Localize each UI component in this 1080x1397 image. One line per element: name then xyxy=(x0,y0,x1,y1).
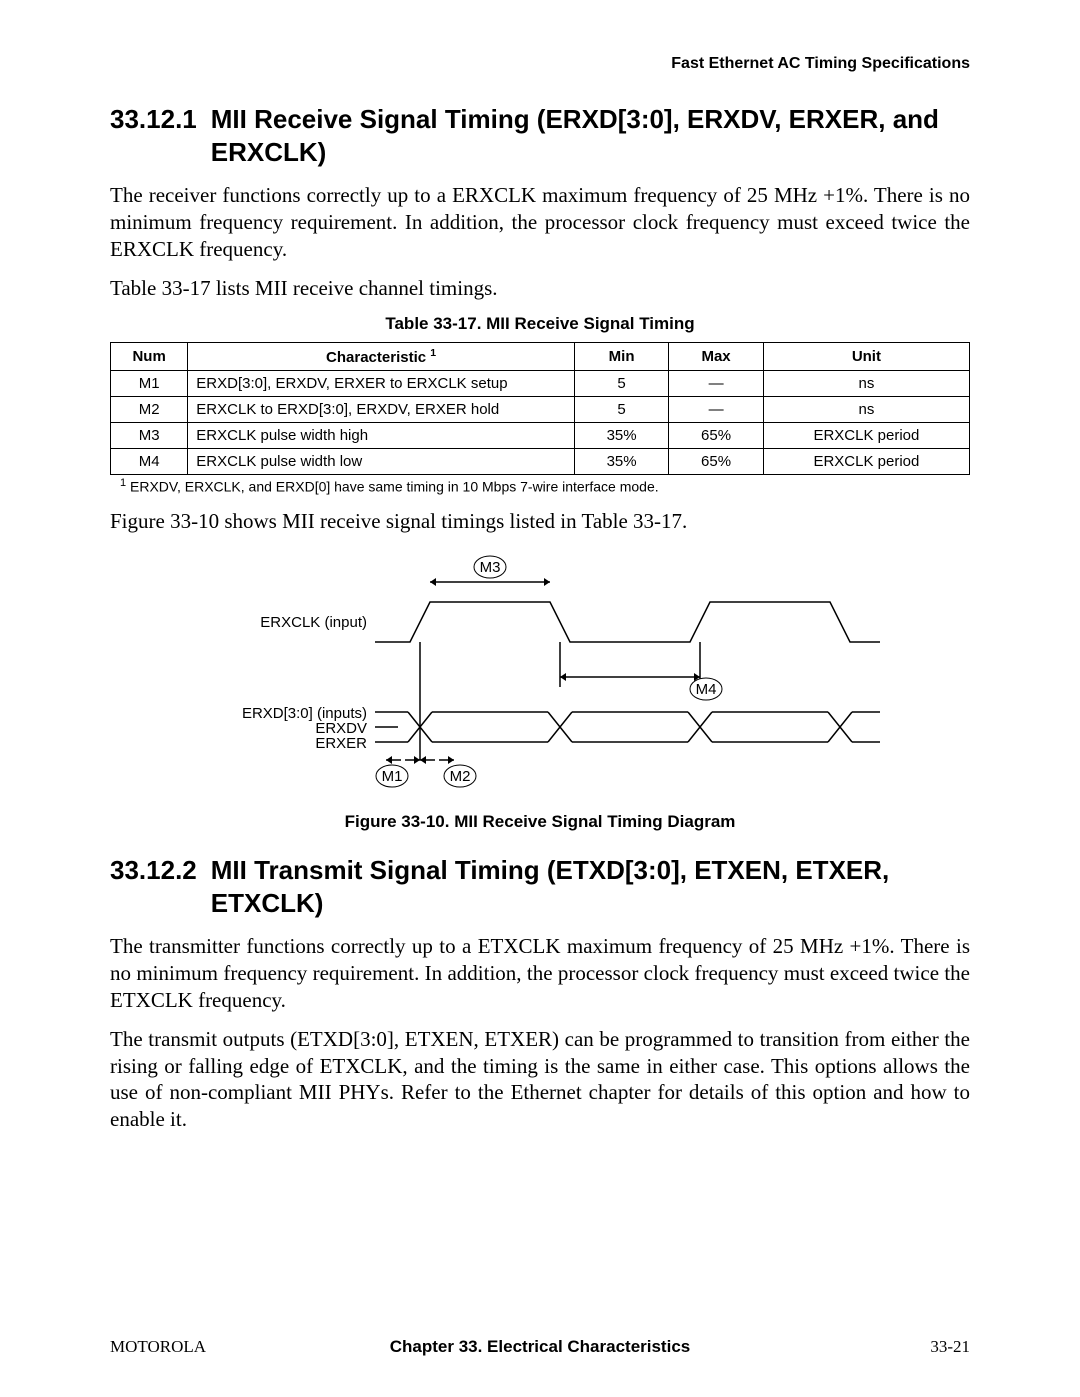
table-cell: ERXCLK to ERXD[3:0], ERXDV, ERXER hold xyxy=(188,396,575,422)
table-header-cell: Num xyxy=(111,342,188,370)
table-cell: — xyxy=(669,370,763,396)
table-cell: ERXCLK pulse width low xyxy=(188,448,575,474)
table-body: M1ERXD[3:0], ERXDV, ERXER to ERXCLK setu… xyxy=(111,370,970,474)
svg-text:M3: M3 xyxy=(480,559,501,576)
table-cell: M1 xyxy=(111,370,188,396)
table-cell: ERXCLK period xyxy=(763,422,969,448)
footnote-marker: 1 xyxy=(120,477,126,489)
page-footer: MOTOROLA Chapter 33. Electrical Characte… xyxy=(110,1337,970,1357)
paragraph: Figure 33-10 shows MII receive signal ti… xyxy=(110,508,970,535)
timing-table: NumCharacteristic 1MinMaxUnit M1ERXD[3:0… xyxy=(110,342,970,475)
footer-center: Chapter 33. Electrical Characteristics xyxy=(110,1337,970,1357)
section-heading-1: 33.12.1 MII Receive Signal Timing (ERXD[… xyxy=(110,103,970,168)
table-cell: ERXCLK period xyxy=(763,448,969,474)
page: Fast Ethernet AC Timing Specifications 3… xyxy=(0,0,1080,1397)
table-header-cell: Unit xyxy=(763,342,969,370)
table-row: M3ERXCLK pulse width high35%65%ERXCLK pe… xyxy=(111,422,970,448)
table-header-cell: Min xyxy=(574,342,668,370)
svg-text:M2: M2 xyxy=(450,768,471,785)
svg-text:ERXER: ERXER xyxy=(315,735,367,752)
table-row: M4ERXCLK pulse width low35%65%ERXCLK per… xyxy=(111,448,970,474)
table-cell: — xyxy=(669,396,763,422)
paragraph: The transmitter functions correctly up t… xyxy=(110,933,970,1014)
paragraph: The transmit outputs (ETXD[3:0], ETXEN, … xyxy=(110,1026,970,1134)
table-row: M2ERXCLK to ERXD[3:0], ERXDV, ERXER hold… xyxy=(111,396,970,422)
timing-diagram: ERXCLK (input)M3M4ERXD[3:0] (inputs)ERXD… xyxy=(110,547,970,802)
table-cell: 65% xyxy=(669,422,763,448)
table-cell: 65% xyxy=(669,448,763,474)
table-head-row: NumCharacteristic 1MinMaxUnit xyxy=(111,342,970,370)
table-cell: ns xyxy=(763,370,969,396)
svg-text:M4: M4 xyxy=(696,681,717,698)
table-footnote: 1 ERXDV, ERXCLK, and ERXD[0] have same t… xyxy=(120,477,970,495)
table-cell: ERXD[3:0], ERXDV, ERXER to ERXCLK setup xyxy=(188,370,575,396)
footnote-text: ERXDV, ERXCLK, and ERXD[0] have same tim… xyxy=(130,478,659,494)
table-cell: 35% xyxy=(574,422,668,448)
section-number: 33.12.2 xyxy=(110,854,211,919)
section-title: MII Receive Signal Timing (ERXD[3:0], ER… xyxy=(211,103,970,168)
table-header-cell: Max xyxy=(669,342,763,370)
table-cell: ns xyxy=(763,396,969,422)
table-cell: M2 xyxy=(111,396,188,422)
figure-caption: Figure 33-10. MII Receive Signal Timing … xyxy=(110,812,970,832)
svg-text:ERXCLK (input): ERXCLK (input) xyxy=(260,614,367,631)
table-cell: 5 xyxy=(574,370,668,396)
paragraph: Table 33-17 lists MII receive channel ti… xyxy=(110,275,970,302)
table-cell: M3 xyxy=(111,422,188,448)
paragraph: The receiver functions correctly up to a… xyxy=(110,182,970,263)
section-title: MII Transmit Signal Timing (ETXD[3:0], E… xyxy=(211,854,970,919)
table-cell: M4 xyxy=(111,448,188,474)
table-cell: 35% xyxy=(574,448,668,474)
running-header: Fast Ethernet AC Timing Specifications xyxy=(110,55,970,73)
section-number: 33.12.1 xyxy=(110,103,211,168)
table-cell: 5 xyxy=(574,396,668,422)
table-row: M1ERXD[3:0], ERXDV, ERXER to ERXCLK setu… xyxy=(111,370,970,396)
section-heading-2: 33.12.2 MII Transmit Signal Timing (ETXD… xyxy=(110,854,970,919)
svg-text:M1: M1 xyxy=(382,768,403,785)
table-cell: ERXCLK pulse width high xyxy=(188,422,575,448)
table-caption: Table 33-17. MII Receive Signal Timing xyxy=(110,314,970,334)
timing-svg: ERXCLK (input)M3M4ERXD[3:0] (inputs)ERXD… xyxy=(180,547,900,797)
table-header-cell: Characteristic 1 xyxy=(188,342,575,370)
